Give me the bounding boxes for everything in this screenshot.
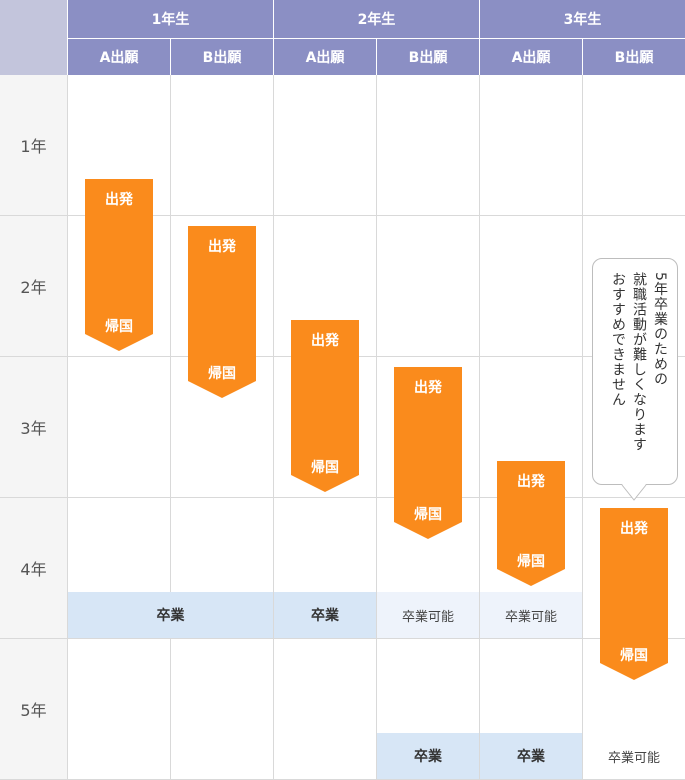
study-period-arrow-grade-2-plan-a (291, 320, 359, 492)
return-label: 帰国 (517, 554, 545, 570)
can-graduate-year5-grade-3-plan-b: 卒業可能 (607, 750, 660, 766)
depart-label: 出発 (208, 239, 236, 255)
depart-label: 出発 (517, 474, 545, 490)
grid-line (170, 75, 171, 780)
return-label: 帰国 (414, 507, 442, 523)
depart-label: 出発 (311, 333, 339, 349)
can-graduate-grade-2-plan-b: 卒業可能 (377, 592, 479, 638)
depart-label: 出発 (414, 380, 442, 396)
callout-line-3: おすすめできません (610, 272, 626, 407)
year-label-4: 4年 (20, 560, 47, 579)
header-grade-2-plan-b: B出願 (377, 39, 479, 75)
depart-label: 出発 (105, 192, 133, 208)
grid-line (0, 215, 685, 216)
header-corner (0, 0, 67, 75)
grid-line (479, 75, 480, 780)
grid-line (0, 497, 685, 498)
callout-pointer (621, 484, 647, 501)
graduation-year5-grade-3-plan-a: 卒業 (480, 733, 582, 779)
header-grade-2-plan-a: A出願 (274, 39, 376, 75)
grid-line (273, 75, 274, 780)
study-period-arrow-grade-3-plan-a (497, 461, 565, 586)
return-label: 帰国 (208, 366, 236, 382)
header-grade-1-plan-b: B出願 (171, 39, 273, 75)
header-grade-1: 1年生 (68, 0, 273, 38)
return-label: 帰国 (105, 319, 133, 335)
header-grade-3-plan-b: B出願 (583, 39, 685, 75)
year-label-2: 2年 (20, 278, 47, 297)
can-graduate-grade-3-plan-a: 卒業可能 (480, 592, 582, 638)
header-grade-1-plan-a: A出願 (68, 39, 170, 75)
study-period-arrow-grade-2-plan-b (394, 367, 462, 539)
grid-line (0, 638, 685, 639)
year-label-3: 3年 (20, 419, 47, 438)
grid-line (376, 75, 377, 780)
header-grade-2: 2年生 (274, 0, 479, 38)
callout-line-1: 5年卒業のための (652, 272, 668, 387)
graduation-year5-grade-2-plan-b: 卒業 (377, 733, 479, 779)
graduation-grade-1: 卒業 (68, 592, 273, 638)
study-period-arrow-grade-1-plan-a (85, 179, 153, 351)
grid-line (67, 75, 68, 780)
year-label-1: 1年 (20, 137, 47, 156)
graduation-grade-2-plan-a: 卒業 (274, 592, 376, 638)
study-period-arrow-grade-3-plan-b (600, 508, 668, 680)
warning-callout (592, 258, 678, 485)
header-grade-3: 3年生 (480, 0, 685, 38)
grid-line (582, 75, 583, 780)
study-period-arrow-grade-1-plan-b (188, 226, 256, 398)
year-label-5: 5年 (20, 701, 47, 720)
header-grade-3-plan-a: A出願 (480, 39, 582, 75)
year-column (0, 75, 67, 780)
depart-label: 出発 (620, 521, 648, 537)
callout-text: 5年卒業のための 就職活動が難しくなります おすすめできません (600, 272, 670, 472)
return-label: 帰国 (620, 648, 648, 664)
callout-line-2: 就職活動が難しくなります (631, 272, 647, 452)
return-label: 帰国 (311, 460, 339, 476)
